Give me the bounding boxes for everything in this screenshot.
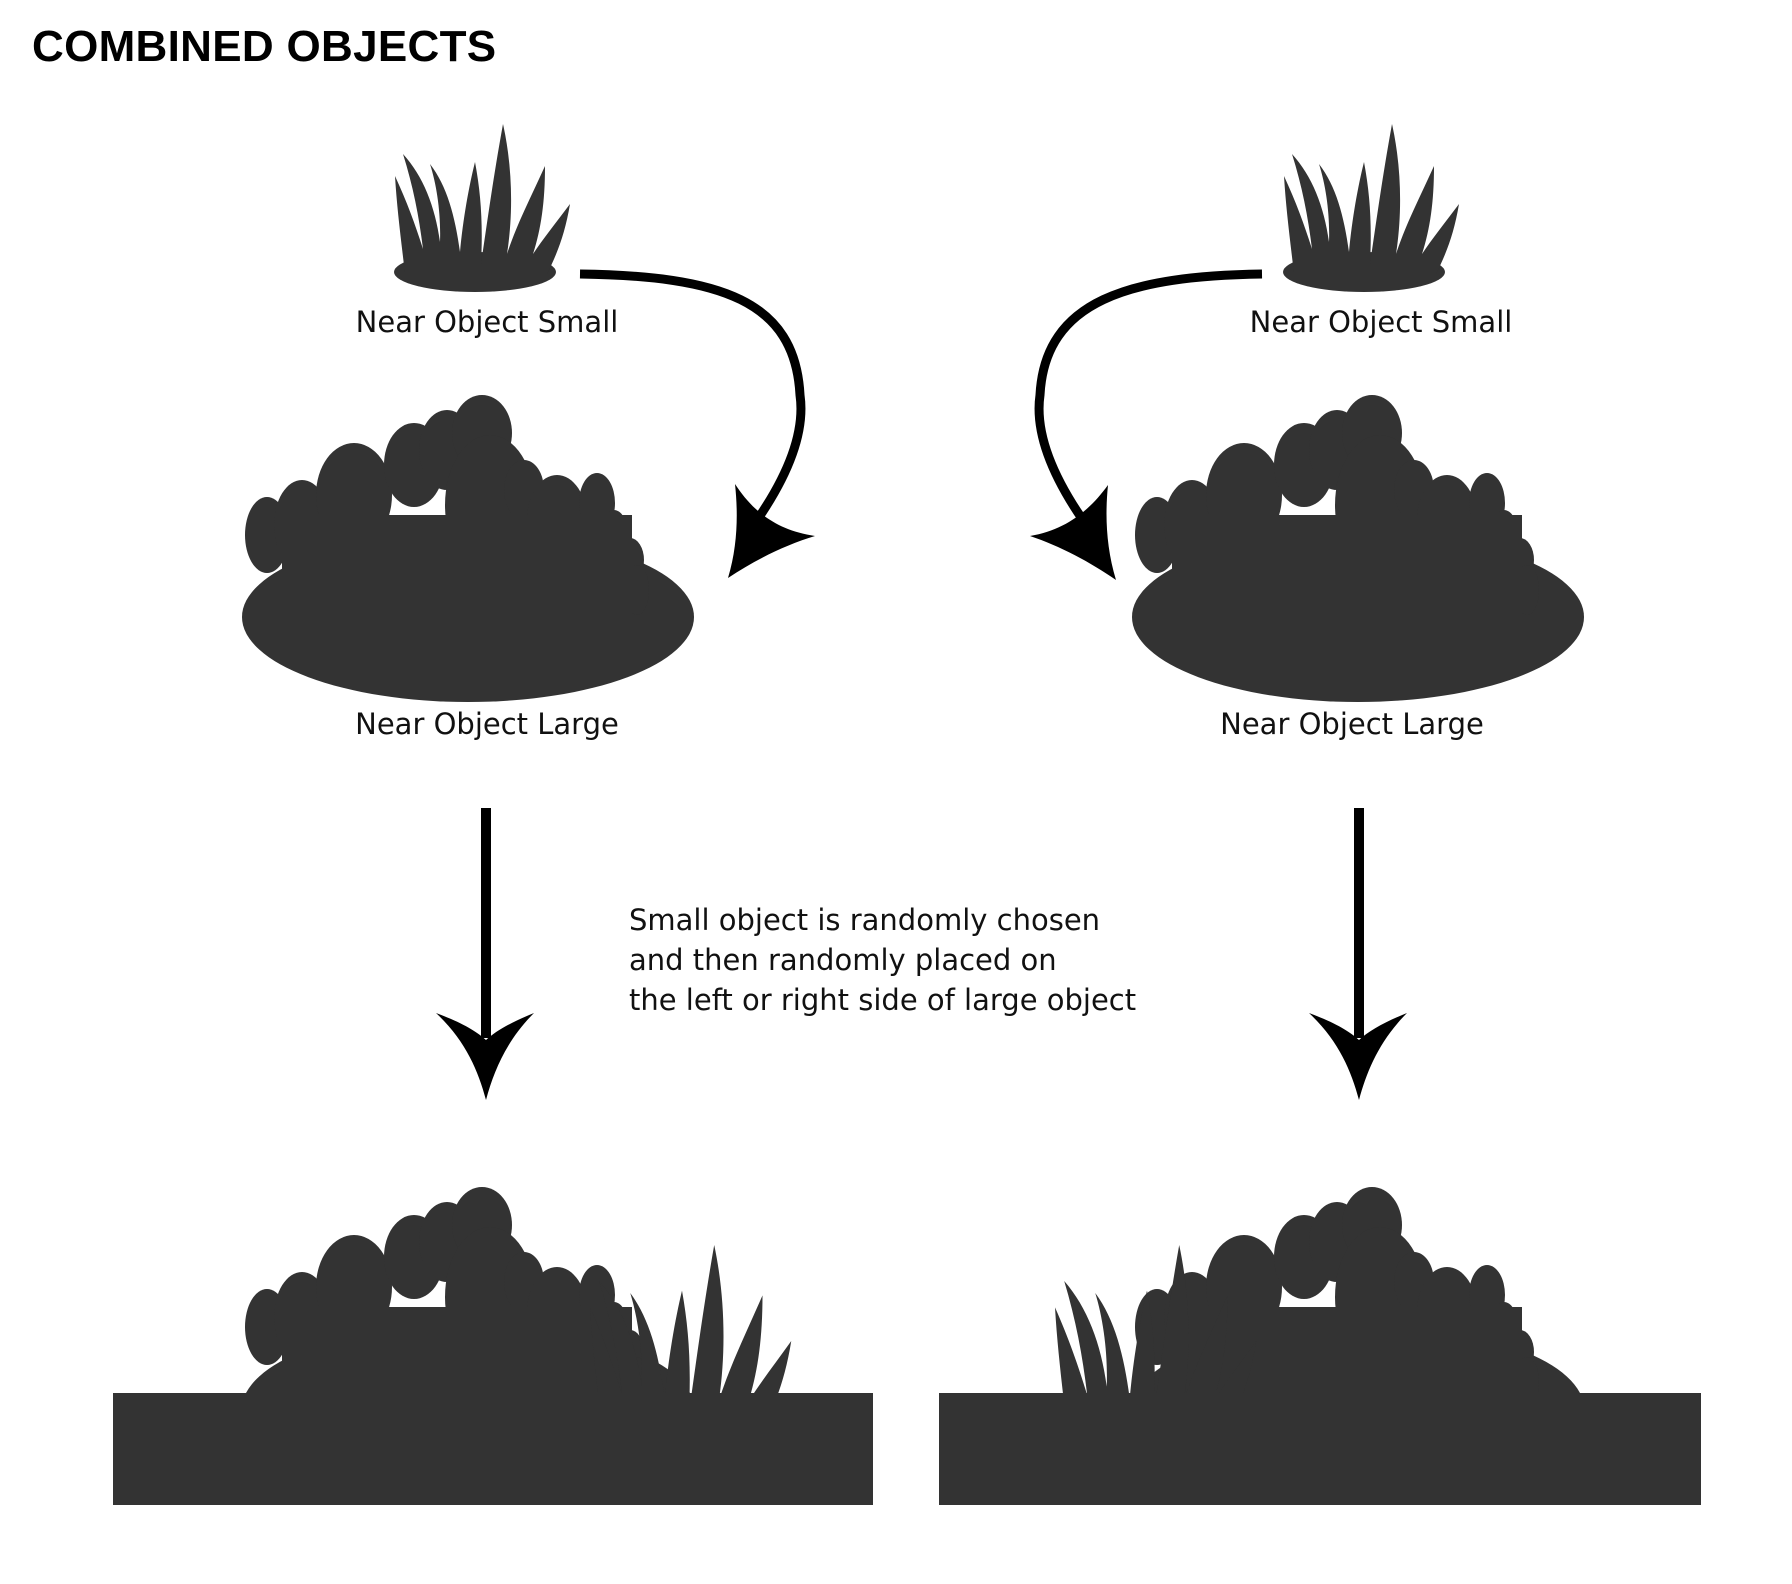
curved-arrow-right: [1030, 269, 1263, 580]
note-line-3: the left or right side of large object: [629, 983, 1137, 1017]
combined-result-left: [113, 1187, 873, 1505]
note-line-2: and then randomly placed on: [629, 943, 1057, 977]
down-arrow-left: [436, 808, 534, 1100]
curved-arrow-left: [579, 269, 815, 578]
page-title: COMBINED OBJECTS: [32, 22, 497, 71]
label-near-object-small-left: Near Object Small: [355, 305, 619, 339]
near-object-small-left: [394, 124, 570, 292]
label-near-object-small-right: Near Object Small: [1249, 305, 1513, 339]
explanation-note: Small object is randomly chosen and then…: [629, 900, 1136, 1020]
down-arrow-right: [1309, 808, 1407, 1100]
label-near-object-large-right: Near Object Large: [1220, 707, 1484, 741]
near-object-large-left: [242, 395, 694, 702]
note-line-1: Small object is randomly chosen: [629, 903, 1101, 937]
label-near-object-large-left: Near Object Large: [355, 707, 619, 741]
near-object-large-right: [1132, 395, 1584, 702]
combined-result-right: [939, 1187, 1701, 1505]
near-object-small-right: [1283, 124, 1459, 292]
